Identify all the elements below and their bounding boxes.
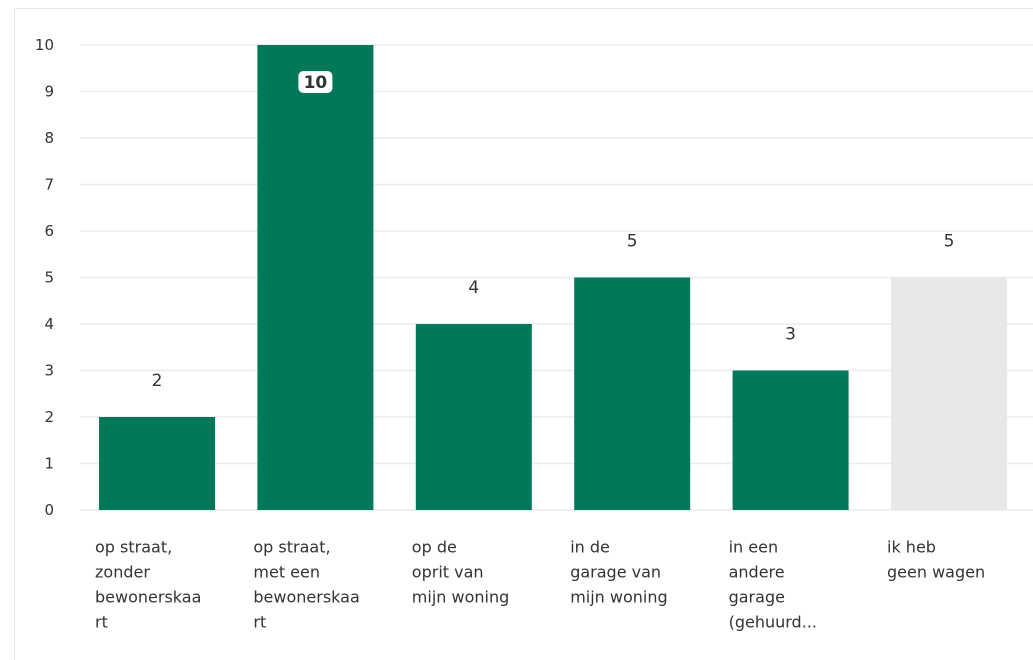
y-tick-label-7: 7 — [44, 176, 54, 194]
category-label-line: mijn woning — [570, 588, 667, 607]
category-label-line: garage — [729, 588, 785, 607]
value-label-3: 5 — [627, 232, 638, 252]
category-label-line: in de — [570, 538, 610, 557]
category-label-line: rt — [95, 613, 108, 632]
y-tick-label-9: 9 — [44, 83, 54, 101]
category-label-line: garage van — [570, 563, 661, 582]
category-label-line: bewonerskaa — [95, 588, 201, 607]
value-label-2: 4 — [468, 278, 479, 298]
bars — [99, 45, 1007, 510]
value-label-1: 10 — [304, 73, 328, 93]
value-label-0: 2 — [152, 371, 163, 391]
category-label-line: op de — [412, 538, 457, 557]
category-label-3: in de garage van mijn woning — [570, 538, 667, 607]
bar-3[interactable] — [574, 277, 691, 511]
category-label-line: ik heb — [887, 538, 936, 557]
value-label-4: 3 — [785, 325, 796, 345]
category-label-line: mijn woning — [412, 588, 509, 607]
bar-5[interactable] — [891, 277, 1007, 511]
bar-2[interactable] — [415, 324, 532, 510]
category-label-0: op straat, zonder bewonerskaa rt — [95, 538, 201, 632]
category-label-line: op straat, — [95, 538, 172, 557]
value-label-5: 5 — [944, 232, 955, 252]
category-label-5: ik heb geen wagen — [887, 538, 985, 582]
y-tick-label-2: 2 — [44, 408, 54, 426]
value-labels: 2 10 4 5 3 5 — [152, 71, 955, 391]
y-axis-ticks: 0 1 2 3 4 5 6 7 8 9 10 — [35, 36, 54, 519]
y-tick-label-8: 8 — [44, 129, 54, 147]
y-tick-label-0: 0 — [44, 501, 54, 519]
y-tick-label-5: 5 — [44, 269, 54, 287]
category-label-line: geen wagen — [887, 563, 985, 582]
category-label-line: andere — [729, 563, 785, 582]
category-label-4: in een andere garage (gehuurd... — [729, 538, 817, 632]
category-label-line: bewonerskaa — [253, 588, 359, 607]
category-label-line: oprit van — [412, 563, 484, 582]
category-label-line: rt — [253, 613, 266, 632]
category-label-line: op straat, — [253, 538, 330, 557]
bar-0[interactable] — [99, 417, 215, 510]
category-label-line: zonder — [95, 563, 150, 582]
category-labels: op straat, zonder bewonerskaa rt op straat, m… — [95, 538, 985, 632]
bar-1[interactable] — [257, 45, 374, 510]
gridlines — [80, 44, 1033, 511]
category-label-line: in een — [729, 538, 779, 557]
category-label-2: op de oprit van mijn woning — [412, 538, 509, 607]
category-label-line: (gehuurd... — [729, 613, 817, 632]
category-label-line: met een — [253, 563, 320, 582]
y-tick-label-6: 6 — [44, 222, 54, 240]
bar-4[interactable] — [732, 370, 849, 511]
y-tick-label-4: 4 — [44, 315, 54, 333]
y-tick-label-10: 10 — [35, 36, 54, 54]
y-tick-label-3: 3 — [44, 362, 54, 380]
value-label-bg-1 — [298, 71, 333, 93]
y-tick-label-1: 1 — [44, 455, 54, 473]
category-label-1: op straat, met een bewonerskaa rt — [253, 538, 359, 632]
